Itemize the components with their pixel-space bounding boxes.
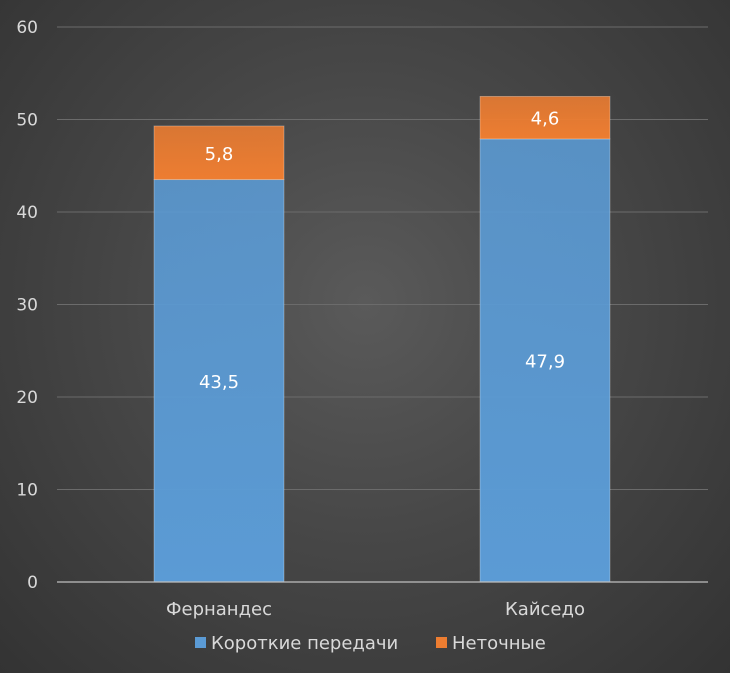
y-tick-label: 50	[16, 111, 38, 131]
bar-segment	[479, 95, 611, 140]
y-tick-label: 30	[16, 296, 38, 316]
y-tick-label: 0	[27, 573, 38, 593]
legend-swatch	[436, 637, 447, 648]
bars: 43,5 5,8 47,9 4,6	[153, 95, 611, 583]
y-tick-label: 20	[16, 388, 38, 408]
legend-label: Короткие передачи	[211, 633, 398, 654]
y-tick-label: 10	[16, 481, 38, 501]
legend: Короткие передачи Неточные	[195, 633, 546, 654]
bar-segment	[153, 125, 285, 181]
x-axis-labels: Фернандес Кайседо	[166, 599, 585, 620]
x-category-label: Кайседо	[505, 599, 585, 620]
bar-segment	[153, 179, 285, 583]
y-axis-ticks: 0 10 20 30 40 50 60	[16, 18, 38, 593]
legend-swatch	[195, 637, 206, 648]
data-label: 43,5	[199, 372, 239, 393]
legend-label: Неточные	[452, 633, 546, 654]
data-label: 4,6	[531, 109, 560, 130]
y-tick-label: 40	[16, 203, 38, 223]
data-label: 5,8	[205, 144, 234, 165]
data-label: 47,9	[525, 351, 565, 372]
y-tick-label: 60	[16, 18, 38, 38]
x-category-label: Фернандес	[166, 599, 272, 620]
bar-segment	[479, 138, 611, 583]
